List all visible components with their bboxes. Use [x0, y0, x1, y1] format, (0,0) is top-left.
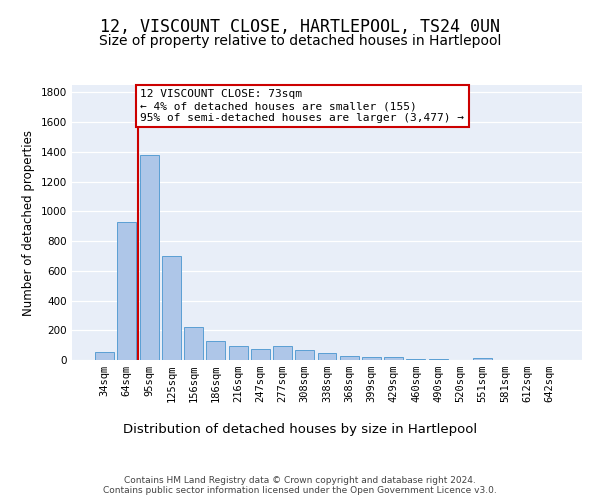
Bar [473, 358, 492, 360]
Bar [229, 346, 248, 360]
Bar [162, 256, 181, 360]
Text: Size of property relative to detached houses in Hartlepool: Size of property relative to detached ho… [99, 34, 501, 48]
Bar [384, 357, 403, 360]
Bar [184, 328, 203, 360]
Text: Contains HM Land Registry data © Crown copyright and database right 2024.
Contai: Contains HM Land Registry data © Crown c… [103, 476, 497, 495]
Bar [340, 356, 359, 360]
Text: 12 VISCOUNT CLOSE: 73sqm
← 4% of detached houses are smaller (155)
95% of semi-d: 12 VISCOUNT CLOSE: 73sqm ← 4% of detache… [140, 90, 464, 122]
Bar [251, 349, 270, 360]
Bar [317, 354, 337, 360]
Bar [362, 357, 381, 360]
Bar [140, 155, 158, 360]
Text: Distribution of detached houses by size in Hartlepool: Distribution of detached houses by size … [123, 422, 477, 436]
Text: 12, VISCOUNT CLOSE, HARTLEPOOL, TS24 0UN: 12, VISCOUNT CLOSE, HARTLEPOOL, TS24 0UN [100, 18, 500, 36]
Bar [118, 222, 136, 360]
Bar [429, 359, 448, 360]
Bar [95, 352, 114, 360]
Bar [206, 340, 225, 360]
Y-axis label: Number of detached properties: Number of detached properties [22, 130, 35, 316]
Bar [295, 350, 314, 360]
Bar [273, 346, 292, 360]
Bar [406, 358, 425, 360]
